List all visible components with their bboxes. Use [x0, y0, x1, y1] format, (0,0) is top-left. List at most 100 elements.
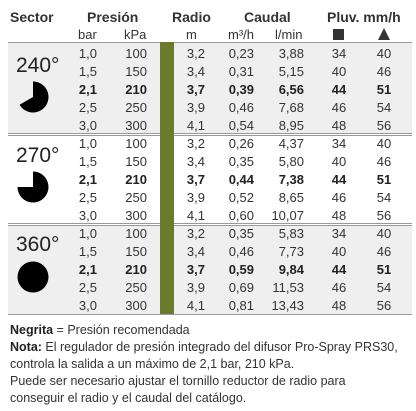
note-line2: controla la salida a un máximo de 2,1 ba… — [10, 357, 295, 371]
cell-tri: 54 — [376, 190, 392, 205]
cell-lmin: 10,07 — [271, 208, 304, 223]
header-caudal: Caudal — [244, 9, 291, 25]
cell-sq: 34 — [331, 226, 347, 241]
cell-m3h: 0,69 — [228, 280, 254, 295]
table-row: 2,1 210 3,7 0,44 7,38 44 51 — [0, 171, 416, 189]
cell-kpa: 300 — [125, 208, 147, 223]
cell-tri: 40 — [376, 226, 392, 241]
cell-tri: 51 — [376, 82, 392, 97]
unit-m: m — [186, 27, 197, 42]
cell-tri: 51 — [376, 262, 392, 277]
cell-m: 3,4 — [186, 64, 205, 79]
cell-kpa: 210 — [125, 82, 147, 97]
cell-sq: 46 — [331, 190, 347, 205]
cell-sq: 46 — [331, 100, 347, 115]
sector-label-360: 360° — [16, 233, 60, 256]
cell-m: 3,7 — [186, 262, 205, 277]
cell-bar: 1,0 — [78, 226, 97, 241]
cell-lmin: 11,53 — [272, 280, 304, 295]
cell-lmin: 5,83 — [278, 226, 304, 241]
cell-bar: 1,0 — [78, 46, 97, 61]
cell-m3h: 0,81 — [228, 298, 254, 313]
cell-sq: 44 — [331, 262, 347, 277]
unit-lmin: l/min — [275, 27, 303, 42]
cell-sq: 34 — [331, 46, 347, 61]
cell-bar: 2,5 — [78, 190, 97, 205]
cell-kpa: 150 — [125, 154, 147, 169]
cell-m: 3,2 — [186, 136, 205, 151]
note-line4: conseguir el radio y el caudal del catál… — [10, 391, 247, 405]
band-360 — [8, 225, 412, 314]
pie-360-icon — [17, 261, 49, 293]
cell-kpa: 300 — [125, 298, 147, 313]
cell-kpa: 100 — [125, 226, 147, 241]
table-row: 1,0 100 3,2 0,26 4,37 34 40 — [0, 135, 416, 153]
cell-bar: 1,5 — [78, 244, 97, 259]
unit-kpa: kPa — [124, 27, 147, 42]
cell-tri: 56 — [376, 118, 392, 133]
header-presion: Presión — [87, 9, 139, 25]
divider-270-top — [8, 135, 412, 136]
divider-360-top — [8, 225, 412, 226]
cell-m: 4,1 — [186, 208, 205, 223]
cell-kpa: 210 — [125, 262, 147, 277]
cell-lmin: 7,73 — [278, 244, 304, 259]
cell-m3h: 0,26 — [228, 136, 254, 151]
cell-kpa: 250 — [125, 100, 147, 115]
cell-tri: 46 — [376, 244, 392, 259]
cell-sq: 40 — [331, 154, 347, 169]
negrita-label: Negrita — [10, 323, 54, 337]
cell-lmin: 7,68 — [278, 100, 304, 115]
cell-sq: 34 — [331, 136, 347, 151]
sector-label-270: 270° — [16, 144, 60, 167]
cell-m3h: 0,54 — [228, 118, 254, 133]
divider-bottom — [8, 314, 412, 315]
table-row: 2,5 250 3,9 0,52 8,65 46 54 — [0, 189, 416, 207]
table-row: 3,0 300 4,1 0,81 13,43 48 56 — [0, 297, 416, 315]
cell-sq: 46 — [331, 280, 347, 295]
header-radio: Radio — [172, 9, 211, 25]
negrita-text: = Presión recomendada — [53, 323, 190, 337]
cell-tri: 56 — [376, 208, 392, 223]
cell-tri: 54 — [376, 280, 392, 295]
cell-m3h: 0,46 — [228, 100, 254, 115]
cell-m3h: 0,31 — [228, 64, 254, 79]
cell-kpa: 250 — [125, 190, 147, 205]
cell-sq: 40 — [331, 64, 347, 79]
cell-tri: 54 — [376, 100, 392, 115]
cell-m: 3,7 — [186, 82, 205, 97]
note-negrita: Negrita = Presión recomendada — [10, 322, 190, 339]
cell-lmin: 5,80 — [278, 154, 304, 169]
divider-240 — [8, 133, 412, 134]
cell-bar: 2,1 — [78, 82, 97, 97]
cell-lmin: 3,88 — [278, 46, 304, 61]
cell-lmin: 8,95 — [278, 118, 304, 133]
table-row: 2,1 210 3,7 0,59 9,84 44 51 — [0, 261, 416, 279]
table-row: 1,5 150 3,4 0,35 5,80 40 46 — [0, 153, 416, 171]
cell-sq: 48 — [331, 208, 347, 223]
cell-kpa: 250 — [125, 280, 147, 295]
cell-lmin: 7,38 — [278, 172, 304, 187]
cell-bar: 1,5 — [78, 64, 97, 79]
cell-sq: 44 — [331, 172, 347, 187]
divider-270 — [8, 223, 412, 224]
cell-m: 3,7 — [186, 172, 205, 187]
cell-m: 3,9 — [186, 190, 205, 205]
unit-m3h: m³/h — [228, 27, 254, 42]
cell-bar: 2,1 — [78, 172, 97, 187]
cell-m: 3,2 — [186, 46, 205, 61]
cell-kpa: 150 — [125, 244, 147, 259]
cell-tri: 51 — [376, 172, 392, 187]
cell-m3h: 0,35 — [228, 226, 254, 241]
cell-sq: 44 — [331, 82, 347, 97]
cell-m3h: 0,35 — [228, 154, 254, 169]
band-240 — [8, 43, 412, 133]
cell-m: 3,9 — [186, 100, 205, 115]
cell-m3h: 0,46 — [228, 244, 254, 259]
cell-m: 4,1 — [186, 118, 205, 133]
table-row: 3,0 300 4,1 0,54 8,95 48 56 — [0, 117, 416, 135]
table-row: 2,5 250 3,9 0,69 11,53 46 54 — [0, 279, 416, 297]
cell-bar: 1,5 — [78, 154, 97, 169]
cell-kpa: 150 — [125, 64, 147, 79]
cell-m: 4,1 — [186, 298, 205, 313]
